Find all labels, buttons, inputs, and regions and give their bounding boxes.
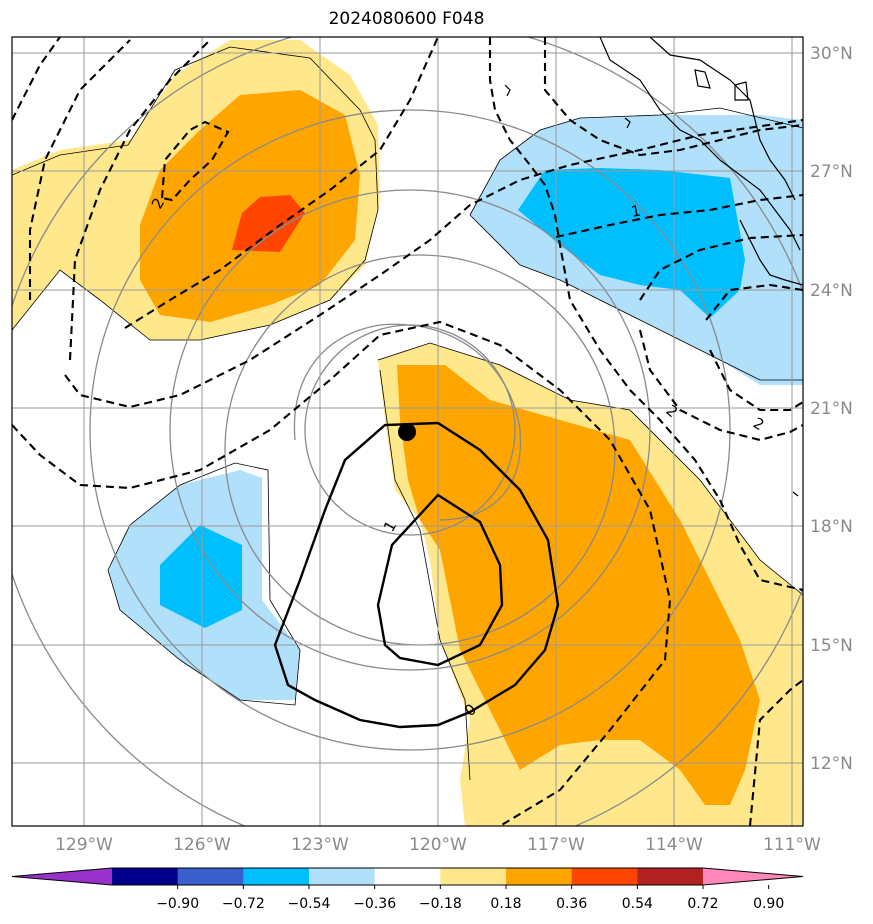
positive-region-nw-core	[232, 195, 305, 252]
lat-label: 27°N	[810, 162, 853, 182]
colorbar-tick-label: 0.36	[556, 896, 587, 912]
lon-label: 129°W	[55, 835, 113, 855]
contour-label: 1	[630, 202, 643, 221]
map-title: 2024080600 F048	[328, 9, 485, 29]
map-frame	[11, 36, 804, 827]
colorbar-tick-label: −0.54	[288, 896, 331, 912]
negative-region-ne-inner	[518, 168, 745, 318]
colorbar-tick-label: −0.18	[419, 896, 462, 912]
colorbar-swatch	[309, 868, 376, 885]
colorbar-extend-min	[12, 868, 112, 885]
lon-label: 117°W	[527, 835, 585, 855]
colorbar-swatch	[440, 868, 507, 885]
lat-label: 15°N	[810, 636, 853, 656]
negative-region-sw-inner	[160, 525, 242, 628]
storm-center-marker	[398, 423, 416, 441]
thin-contours	[12, 46, 803, 781]
colorbar-tick-label: −0.36	[353, 896, 396, 912]
colorbar-swatch	[506, 868, 573, 885]
longitude-labels: 129°W 126°W 123°W 120°W 117°W 114°W 111°…	[55, 835, 821, 855]
lon-label: 120°W	[409, 835, 467, 855]
colorbar-swatch	[571, 868, 638, 885]
colorbar-tick-label: 0.72	[687, 896, 718, 912]
coastline	[504, 37, 803, 497]
colorbar	[11, 867, 804, 886]
lon-label: 114°W	[645, 835, 703, 855]
lon-label: 126°W	[173, 835, 231, 855]
map-plot-area: 2 1 2 2 1 0	[12, 37, 803, 826]
colorbar-tick-label: 0.90	[753, 896, 784, 912]
shaded-anomaly-field	[12, 40, 803, 826]
colorbar-swatch	[374, 868, 441, 885]
colorbar-swatch	[177, 868, 244, 885]
latitude-labels: 30°N 27°N 24°N 21°N 18°N 15°N 12°N	[810, 44, 853, 774]
lat-label: 12°N	[810, 754, 853, 774]
colorbar-swatch	[637, 868, 704, 885]
colorbar-swatch	[112, 868, 179, 885]
solid-contours	[273, 421, 560, 729]
lon-label: 111°W	[763, 835, 821, 855]
colorbar-extend-max	[703, 868, 803, 885]
colorbar-tick-labels: −0.90 −0.72 −0.54 −0.36 −0.18 0.18 0.36 0.54 0.7…	[156, 885, 784, 912]
lat-label: 24°N	[810, 281, 853, 301]
colorbar-tick-label: −0.72	[222, 896, 265, 912]
colorbar-outline	[11, 867, 804, 886]
lat-label: 30°N	[810, 44, 853, 64]
lat-label: 18°N	[810, 517, 853, 537]
positive-region-south-inner	[397, 365, 760, 805]
lat-label: 21°N	[810, 399, 853, 419]
colorbar-tick-label: 0.18	[490, 896, 521, 912]
colorbar-tick-label: −0.90	[156, 896, 199, 912]
dashed-contours	[12, 37, 803, 826]
colorbar-tick-label: 0.54	[622, 896, 653, 912]
colorbar-swatch	[243, 868, 310, 885]
lon-label: 123°W	[291, 835, 349, 855]
